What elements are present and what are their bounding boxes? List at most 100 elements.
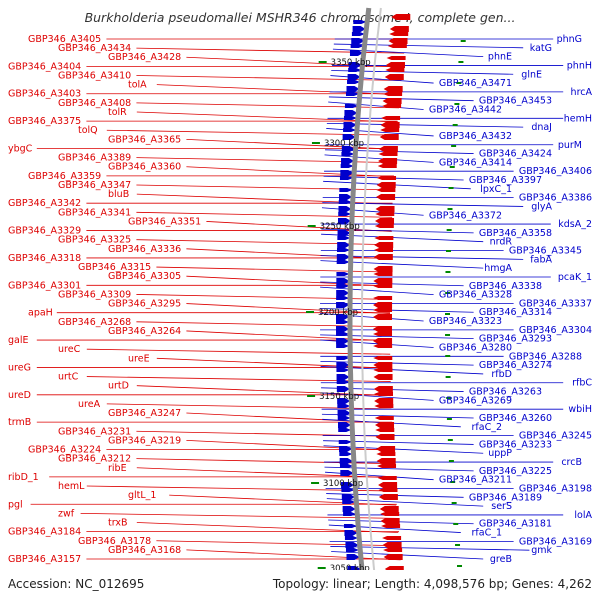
gap-marker xyxy=(448,187,454,189)
tick-label: 3200 kbp xyxy=(318,308,358,318)
forward-gene-feature xyxy=(341,494,355,500)
gene-label: GBP346_A3315 xyxy=(78,262,151,273)
gene-label: dnaJ xyxy=(531,122,552,133)
reverse-gene-feature xyxy=(375,212,395,216)
reverse-gene-feature xyxy=(373,386,393,392)
tick-label: 3150 kbp xyxy=(319,392,359,402)
reverse-gene-feature xyxy=(373,266,393,272)
gene-label: GBP346_A3434 xyxy=(58,43,131,54)
gene-label: GBP346_A3274 xyxy=(479,360,552,371)
forward-gene-feature xyxy=(336,356,350,360)
gene-label: GBP346_A3212 xyxy=(58,454,131,465)
accession-label: Accession: NC_012695 xyxy=(8,577,144,591)
reverse-gene-feature xyxy=(376,458,396,464)
gene-label: GBP346_A3305 xyxy=(108,271,181,282)
gene-label: GBP346_A3247 xyxy=(108,408,181,419)
reverse-gene-feature xyxy=(373,314,393,320)
gene-label: GBP346_A3406 xyxy=(519,166,592,177)
gene-label: GBP346_A3338 xyxy=(469,281,542,292)
gap-marker xyxy=(447,208,453,210)
forward-gene-feature xyxy=(343,512,357,516)
gene-label: GBP346_A3345 xyxy=(509,246,582,257)
forward-gene-feature xyxy=(340,470,354,476)
gap-marker xyxy=(445,250,451,252)
gene-label: GBP346_A3269 xyxy=(439,395,512,406)
forward-gene-feature xyxy=(344,104,358,108)
reverse-gene-feature xyxy=(375,218,395,224)
gene-label: urtC xyxy=(58,372,79,383)
gene-label: lolA xyxy=(574,510,592,521)
reverse-gene-feature xyxy=(387,44,407,48)
gene-label: crcB xyxy=(561,457,582,468)
label-connector xyxy=(321,233,484,243)
forward-gene-feature xyxy=(337,416,351,420)
gene-label: GBP346_A3325 xyxy=(58,235,131,246)
forward-gene-feature xyxy=(336,290,350,296)
label-connector xyxy=(80,512,398,519)
forward-gene-feature xyxy=(336,320,349,324)
gene-label: ureD xyxy=(8,390,31,401)
gene-label: GBP346_A3157 xyxy=(8,554,81,565)
forward-gene-feature xyxy=(337,404,351,408)
label-connector xyxy=(136,211,393,218)
gene-label: purM xyxy=(558,140,582,151)
gene-label: GBP346_A3260 xyxy=(479,413,552,424)
reverse-gene-feature xyxy=(378,146,398,152)
forward-gene-feature xyxy=(336,248,350,252)
forward-gene-feature xyxy=(338,200,352,204)
gene-label: GBP346_A3168 xyxy=(108,545,181,556)
gene-label: GBP346_A3263 xyxy=(469,387,542,398)
gene-label: GBP346_A3365 xyxy=(108,134,181,145)
reverse-gene-feature xyxy=(389,26,409,32)
reverse-gene-feature xyxy=(373,254,393,260)
gene-label: GBP346_A3342 xyxy=(8,198,81,209)
gene-label: uppP xyxy=(488,448,512,459)
label-connector xyxy=(330,546,530,551)
gene-label: ribE xyxy=(108,463,127,474)
reverse-gene-feature xyxy=(374,404,394,408)
forward-gene-feature xyxy=(337,422,351,428)
forward-gene-feature xyxy=(342,500,356,504)
reverse-gene-feature xyxy=(375,422,395,428)
reverse-gene-feature xyxy=(381,116,401,120)
reverse-gene-feature xyxy=(376,188,396,192)
gene-label: GBP346_A3432 xyxy=(439,131,512,142)
label-connector xyxy=(324,466,474,472)
label-connector xyxy=(136,111,399,123)
gene-label: GBP346_A3351 xyxy=(128,216,201,227)
gene-label: tolA xyxy=(128,80,147,91)
gene-label: GBP346_A3360 xyxy=(108,162,181,173)
reverse-gene-feature xyxy=(376,182,396,188)
gap-marker xyxy=(449,166,455,168)
gap-marker xyxy=(455,544,461,546)
gene-label: katG xyxy=(530,43,552,54)
forward-gene-feature xyxy=(339,194,353,200)
forward-gene-feature xyxy=(336,344,350,348)
forward-gene-feature xyxy=(343,122,357,128)
gene-label: trxB xyxy=(108,518,128,529)
gene-label: GBP346_A3301 xyxy=(8,280,81,291)
reverse-gene-feature xyxy=(379,134,399,140)
reverse-gene-feature xyxy=(380,122,400,128)
reverse-gene-feature xyxy=(373,272,393,276)
gap-marker xyxy=(456,82,462,84)
forward-gene-feature xyxy=(339,176,353,180)
forward-gene-feature xyxy=(341,482,355,488)
gap-marker xyxy=(453,523,459,525)
forward-gene-feature xyxy=(339,446,353,452)
gene-label: apaH xyxy=(28,308,53,319)
gene-label: GBP346_A3224 xyxy=(28,445,101,456)
gene-label: serS xyxy=(491,501,512,512)
reverse-gene-feature xyxy=(374,224,394,228)
reverse-gene-feature xyxy=(376,452,396,456)
gene-label: GBP346_A3309 xyxy=(58,289,131,300)
label-connector xyxy=(186,330,391,342)
gene-label: GBP346_A3359 xyxy=(28,171,101,182)
reverse-gene-feature xyxy=(380,128,400,132)
label-connector xyxy=(320,360,474,366)
gene-label: GBP346_A3372 xyxy=(429,210,502,221)
gap-marker xyxy=(458,61,464,63)
gene-label: GBP346_A3403 xyxy=(8,89,81,100)
genome-summary: Topology: linear; Length: 4,098,576 bp; … xyxy=(272,577,592,591)
